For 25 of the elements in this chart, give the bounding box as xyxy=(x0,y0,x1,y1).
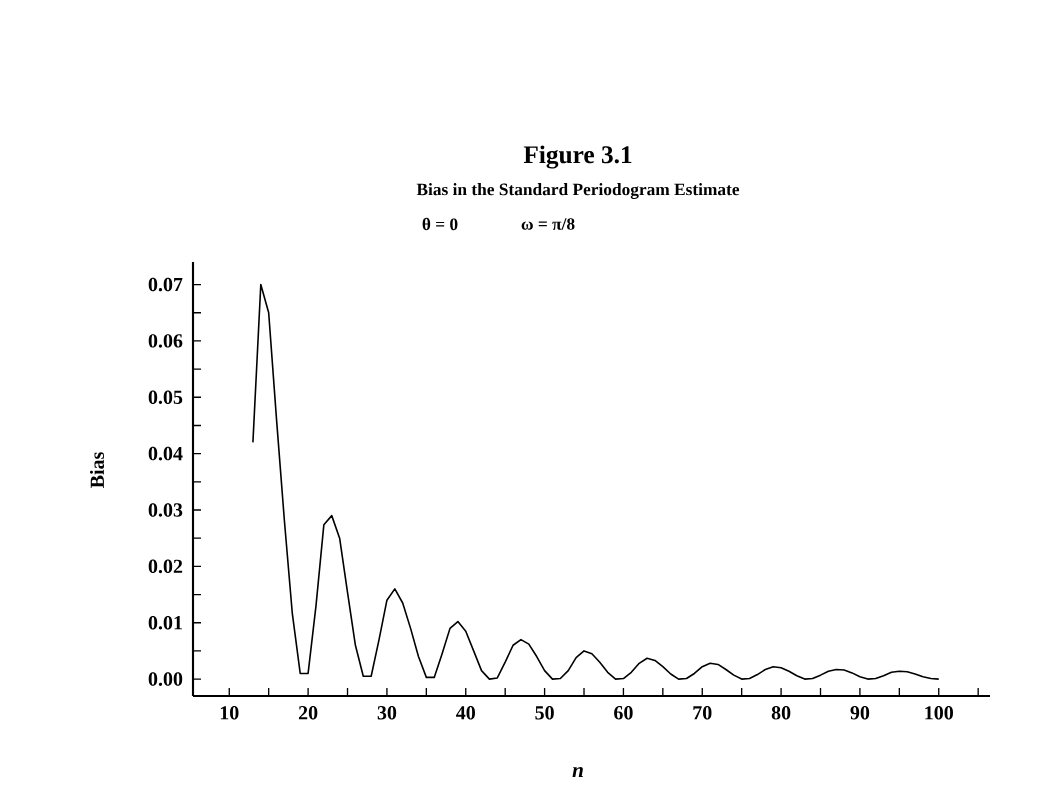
x-tick-label: 50 xyxy=(535,706,554,720)
x-tick-label: 20 xyxy=(298,706,318,720)
y-tick-label: 0.01 xyxy=(148,615,182,630)
x-tick-label: 40 xyxy=(456,706,476,720)
text: ω = π/8 xyxy=(521,218,575,230)
chart-title: Figure 3.1 xyxy=(523,145,632,169)
x-tick-label: 70 xyxy=(693,706,712,720)
y-axis-title: Bias xyxy=(89,452,105,488)
chart-subtitle: Bias in the Standard Periodogram Estimate xyxy=(416,183,740,199)
y-tick-label: 0.06 xyxy=(148,334,183,348)
y-tick-label: 0.02 xyxy=(148,559,183,574)
y-tick-label: 0.07 xyxy=(148,277,183,292)
y-tick-label: 0.05 xyxy=(148,390,183,405)
x-tick-label: 60 xyxy=(614,706,633,720)
line-series xyxy=(252,283,940,680)
x-tick-label: 30 xyxy=(377,706,397,720)
x-tick-label: 100 xyxy=(925,706,953,720)
x-tick-label: 90 xyxy=(850,706,870,720)
y-tick-label: 0.00 xyxy=(148,672,183,686)
x-axis-title: n xyxy=(572,766,583,778)
x-tick-label: 80 xyxy=(771,706,791,720)
text: θ = 0 xyxy=(422,217,458,231)
y-tick-label: 0.03 xyxy=(148,503,183,517)
x-tick-label: 10 xyxy=(220,706,239,720)
y-tick-label: 0.04 xyxy=(148,446,183,461)
